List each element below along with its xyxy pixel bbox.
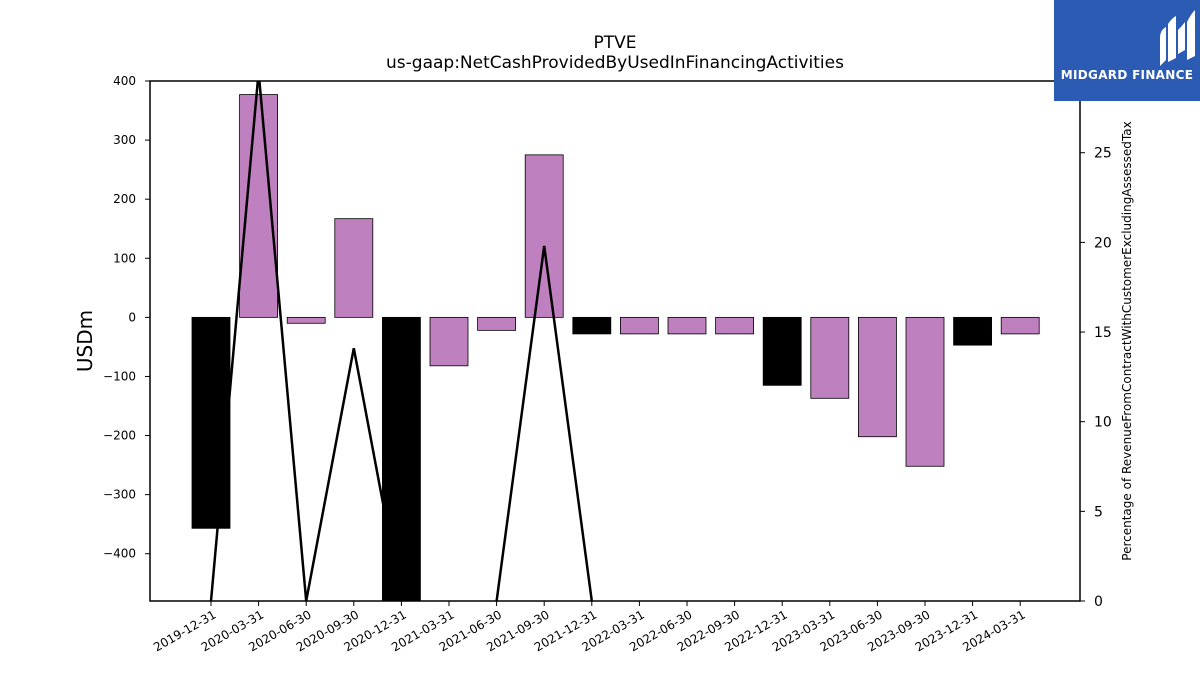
bar [1000,316,1040,335]
bar [572,316,612,335]
y2-tick-label: 15 [1094,325,1112,341]
y-tick-label: 100 [113,251,136,265]
bar [429,316,469,367]
line-series [209,81,594,601]
bar [381,316,421,601]
y2-tick-label: 0 [1094,594,1103,610]
series-line [495,245,594,601]
bar [762,316,802,386]
bar [858,316,897,438]
y2-tick-label: 10 [1094,415,1112,431]
plot-area: −400−300−200−100010020030040005101520252… [103,74,1112,654]
bars [191,94,1040,601]
y-tick-label: 0 [128,310,136,324]
bar [286,316,326,324]
y2-axis-label: Percentage of RevenueFromContractWithCus… [1120,121,1134,560]
y-tick-label: −300 [103,488,136,502]
bar [953,316,992,346]
y2-tick-label: 20 [1094,235,1112,251]
logo-text: MIDGARD FINANCE [1060,68,1194,82]
bar [191,316,231,529]
bar [905,316,945,467]
bar [524,154,564,318]
bar [620,316,659,335]
bar [667,316,707,335]
y-tick-label: 400 [113,74,136,88]
chart-subtitle: us-gaap:NetCashProvidedByUsedInFinancing… [386,53,844,73]
y-tick-label: 300 [113,133,136,147]
bar [334,218,374,318]
y-tick-label: −200 [103,429,136,443]
bar [810,316,850,399]
y2-tick-label: 25 [1094,146,1112,162]
y-tick-label: −100 [103,369,136,383]
chart-title: PTVE [593,33,636,53]
series-line [209,81,403,601]
y-axis-label: USDm [73,310,97,372]
bar [477,316,517,331]
bar [715,316,754,335]
y2-tick-label: 5 [1094,504,1103,520]
y-tick-label: 200 [113,192,136,206]
y-tick-label: −400 [103,547,136,561]
midgard-logo: MIDGARD FINANCE [1054,0,1200,101]
midgard-logo-icon [1160,10,1195,66]
plot-frame [149,80,1081,602]
